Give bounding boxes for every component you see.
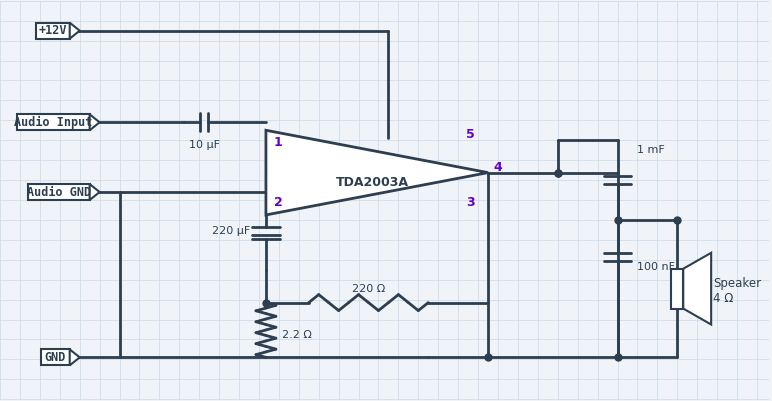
Text: 4: 4 (493, 161, 502, 174)
FancyBboxPatch shape (36, 23, 69, 38)
Text: 220 μF: 220 μF (212, 226, 250, 236)
Polygon shape (266, 130, 488, 215)
Text: Audio GND: Audio GND (27, 186, 91, 198)
Text: Audio Input: Audio Input (15, 116, 93, 129)
FancyBboxPatch shape (29, 184, 90, 200)
Polygon shape (683, 253, 711, 324)
Text: 2.2 Ω: 2.2 Ω (282, 330, 312, 340)
Polygon shape (69, 23, 80, 38)
Polygon shape (69, 349, 80, 365)
Text: TDA2003A: TDA2003A (336, 176, 408, 189)
Text: 220 Ω: 220 Ω (352, 284, 385, 294)
Text: Speaker: Speaker (713, 277, 761, 290)
Text: 4 Ω: 4 Ω (713, 292, 733, 305)
Text: +12V: +12V (39, 24, 67, 37)
Polygon shape (90, 114, 100, 130)
Text: 1 mF: 1 mF (638, 145, 665, 155)
FancyBboxPatch shape (42, 349, 69, 365)
FancyBboxPatch shape (18, 114, 90, 130)
Text: 3: 3 (466, 196, 475, 209)
Text: GND: GND (45, 351, 66, 364)
Text: 100 nF: 100 nF (638, 262, 676, 272)
Text: 2: 2 (274, 196, 283, 209)
Bar (672, 269, 683, 308)
Text: 10 μF: 10 μF (188, 140, 220, 150)
Text: 5: 5 (466, 128, 475, 141)
Polygon shape (90, 184, 100, 200)
Text: 1: 1 (274, 136, 283, 149)
